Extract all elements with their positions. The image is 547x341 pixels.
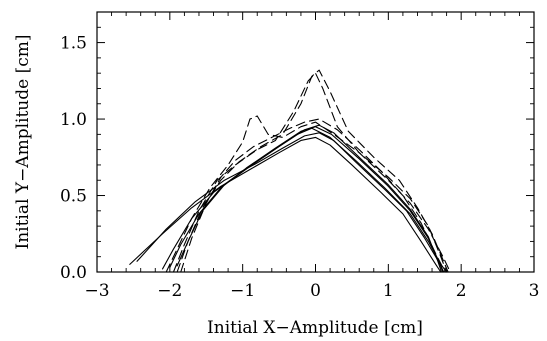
x-tick-label: 1 [383, 281, 394, 301]
series-line-9-dashed [180, 118, 446, 273]
series-line-2-solid [136, 132, 445, 273]
x-tick-label: 3 [529, 281, 540, 301]
y-tick-label: 0.0 [60, 263, 87, 283]
x-tick-label: −3 [84, 281, 109, 301]
series-line-6-dashed [165, 115, 451, 273]
series-line-5-solid [176, 124, 443, 273]
ticks [96, 11, 535, 273]
series-line-8-dashed [176, 69, 449, 273]
tick-labels: −3 −2 −1 0 1 2 3 0.0 0.5 1.0 1.5 [60, 34, 539, 301]
x-axis-label: Initial X−Amplitude [cm] [207, 318, 423, 338]
y-axis-label: Initial Y−Amplitude [cm] [13, 35, 33, 250]
y-tick-label: 1.0 [60, 110, 87, 130]
x-tick-label: −2 [157, 281, 182, 301]
plot-area [129, 69, 451, 273]
x-tick-label: −1 [230, 281, 255, 301]
x-tick-label: 2 [456, 281, 467, 301]
series-line-7-dashed [172, 72, 448, 273]
y-tick-label: 0.5 [60, 187, 87, 207]
x-tick-label: 0 [310, 281, 321, 301]
y-tick-label: 1.5 [60, 34, 87, 54]
series-line-1-solid [129, 136, 442, 273]
